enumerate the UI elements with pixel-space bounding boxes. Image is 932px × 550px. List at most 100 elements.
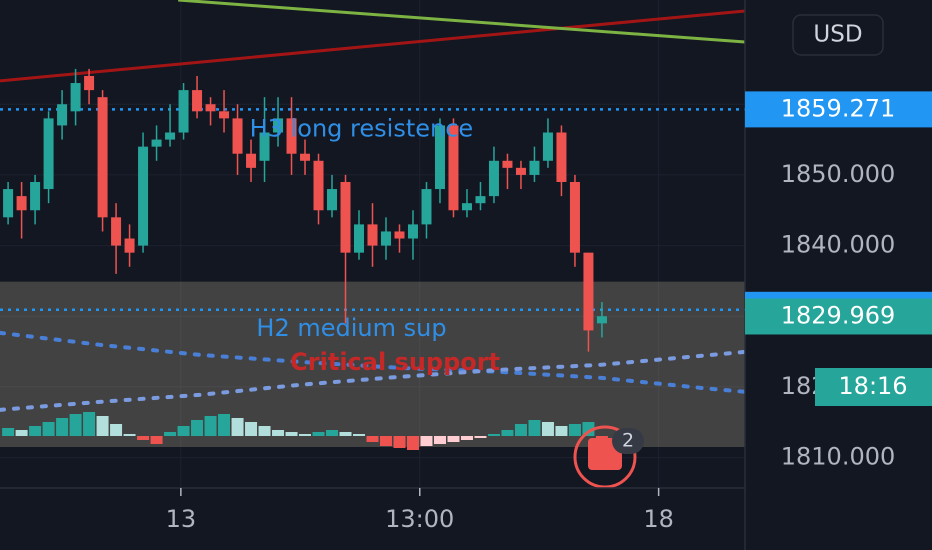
candle-body	[3, 189, 14, 218]
oscillator-bar	[110, 424, 123, 436]
candle-body	[97, 97, 108, 218]
candle-body	[70, 83, 81, 112]
candle-body	[542, 132, 553, 161]
oscillator-bar	[137, 436, 150, 440]
oscillator-bar	[299, 434, 312, 436]
candle-body	[138, 146, 149, 246]
candle-body	[286, 118, 297, 154]
x-tick-label: 13:00	[385, 505, 454, 533]
candle-body	[178, 90, 189, 133]
candle-body	[407, 224, 418, 239]
candle-body	[124, 238, 135, 253]
oscillator-bar	[326, 430, 339, 436]
trend-line	[0, 9, 746, 83]
oscillator-bar	[123, 434, 136, 436]
candle-body	[340, 181, 351, 253]
oscillator-bar	[245, 422, 258, 436]
candle-body	[421, 189, 432, 225]
candle-body	[515, 167, 526, 175]
oscillator-bar	[487, 434, 500, 436]
candle-body	[259, 132, 270, 161]
candle-body	[246, 153, 257, 168]
oscillator-bar	[231, 418, 244, 436]
x-tick-label: 13	[166, 505, 197, 533]
x-tick-label: 18	[643, 505, 674, 533]
y-tick-label: 1850.000	[781, 160, 896, 188]
oscillator-bar	[69, 414, 82, 436]
badge-bg	[612, 428, 644, 454]
price-label-bg	[745, 298, 932, 335]
candle-body	[57, 104, 68, 126]
oscillator-bar	[339, 432, 352, 436]
candle-body	[461, 203, 472, 211]
oscillator-bar	[204, 416, 217, 436]
candle-body	[367, 224, 378, 246]
oscillator-bar	[150, 436, 163, 444]
candle-body	[583, 252, 594, 331]
oscillator-bar	[164, 432, 177, 436]
oscillator-bar	[29, 426, 42, 436]
price-label: 1829.969	[781, 301, 896, 329]
candle-body	[434, 125, 445, 190]
annotation: H2 medium sup	[256, 314, 446, 342]
candle-body	[111, 217, 122, 246]
candle-body	[43, 118, 54, 190]
indicator-icon	[573, 425, 637, 489]
candle-body	[300, 153, 311, 161]
candle-body	[448, 125, 459, 211]
candle-body	[84, 75, 95, 91]
oscillator-bar	[514, 424, 527, 436]
candle-body	[596, 316, 607, 324]
candle-body	[380, 231, 391, 246]
oscillator-bar	[258, 426, 271, 436]
candle-body	[219, 111, 230, 119]
candle-body	[354, 224, 365, 253]
oscillator-bar	[15, 430, 28, 436]
currency-button[interactable]	[792, 14, 884, 56]
countdown-bg	[815, 368, 932, 406]
candle-body	[16, 196, 27, 211]
oscillator-bar	[528, 420, 541, 436]
oscillator-bar	[272, 430, 285, 436]
oscillator-bar	[353, 434, 366, 436]
support-zone	[0, 281, 745, 448]
candle-body	[273, 118, 284, 133]
annotation: Critical support	[290, 348, 500, 376]
oscillator-bar	[420, 436, 433, 446]
oscillator-bar	[447, 436, 460, 442]
oscillator-bar	[42, 422, 55, 436]
oscillator-bar	[393, 436, 406, 448]
candle-body	[327, 189, 338, 211]
oscillator-bar	[568, 424, 581, 436]
oscillator-bar	[312, 432, 325, 436]
oscillator-bar	[366, 436, 379, 442]
y-tick-label: 1810.000	[781, 443, 896, 471]
candle-body	[556, 132, 567, 182]
annotation: H3 long resistence	[250, 115, 474, 143]
oscillator-bar	[433, 436, 446, 444]
candle-body	[488, 160, 499, 197]
oscillator-bar	[474, 436, 487, 438]
oscillator-bar	[177, 426, 190, 436]
badge: 2	[622, 430, 634, 452]
oscillator-bar	[285, 432, 298, 436]
candle-body	[313, 160, 324, 211]
candle-body	[569, 181, 580, 253]
candle-body	[475, 196, 486, 204]
oscillator-bar	[555, 426, 568, 436]
oscillator-bar	[218, 414, 231, 436]
oscillator-bar	[83, 412, 96, 436]
currency-label: USD	[813, 22, 862, 48]
oscillator-bar	[2, 428, 15, 436]
oscillator-bar	[501, 430, 514, 436]
price-label-bg	[745, 91, 932, 128]
oscillator-bar	[460, 436, 473, 440]
oscillator-bar	[96, 416, 109, 436]
oscillator-bar	[191, 420, 204, 436]
candle-body	[165, 132, 176, 140]
oscillator-bar	[541, 422, 554, 436]
time-axis-bg	[0, 488, 745, 550]
candle-body	[394, 231, 405, 239]
candle-body	[192, 90, 203, 112]
